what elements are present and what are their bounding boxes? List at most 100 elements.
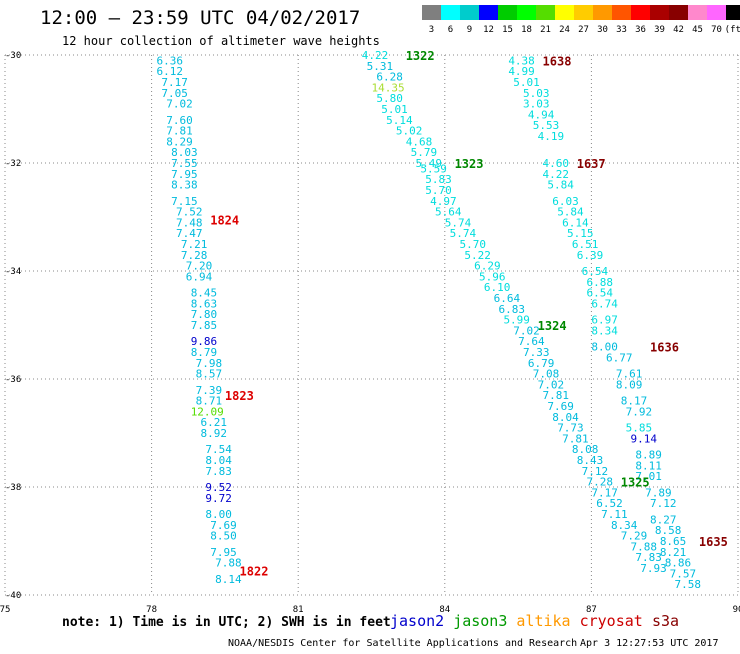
swh-value: 8.86	[665, 557, 692, 570]
swh-value: 7.83	[205, 465, 232, 478]
satellite-name: jason2	[390, 612, 444, 630]
legend-tick-label: 33	[616, 25, 627, 35]
swh-value: 6.29	[474, 260, 501, 273]
grid	[4, 54, 739, 596]
swh-value: 5.59	[420, 162, 447, 175]
track-label: 1638	[543, 54, 572, 68]
swh-value: 5.14	[386, 114, 413, 127]
swh-value: 7.29	[621, 530, 648, 543]
swh-value: 7.88	[630, 540, 657, 553]
swh-value: 7.01	[635, 470, 662, 483]
swh-value: 8.50	[210, 530, 237, 543]
legend-tick-label: (ft)	[725, 25, 740, 35]
legend-swatch	[441, 5, 460, 20]
swh-value: 4.68	[406, 135, 433, 148]
swh-value: 4.38	[508, 54, 535, 67]
swh-value: 8.17	[621, 395, 648, 408]
swh-value: 7.47	[176, 227, 203, 240]
legend-tick-label: 15	[502, 25, 513, 35]
swh-value: 5.84	[557, 206, 584, 219]
track-label: 1823	[225, 389, 254, 403]
swh-value: 7.20	[186, 260, 213, 273]
swh-value: 7.02	[538, 378, 565, 391]
swh-value: 5.74	[445, 216, 472, 229]
swh-value: 6.94	[186, 270, 213, 283]
legend-swatch	[650, 5, 669, 20]
swh-value: 8.27	[650, 513, 677, 526]
swh-value: 7.39	[196, 384, 223, 397]
swh-value: 6.83	[499, 303, 526, 316]
swh-value: 7.95	[210, 546, 237, 559]
swh-value: 7.54	[205, 443, 232, 456]
legend-tick-label: 36	[635, 25, 646, 35]
x-tick-label: 75	[0, 605, 10, 615]
swh-value: 8.43	[577, 454, 604, 467]
footer-credit: NOAA/NESDIS Center for Satellite Applica…	[228, 638, 577, 649]
swh-value: 7.60	[166, 114, 193, 127]
swh-value: 6.74	[591, 297, 618, 310]
swh-value: 7.88	[215, 557, 242, 570]
legend-tick-label: 24	[559, 25, 570, 35]
swh-value: 5.02	[396, 125, 423, 138]
swh-value: 5.79	[411, 146, 438, 159]
legend-tick-label: 12	[483, 25, 494, 35]
swh-value: 7.17	[161, 76, 188, 89]
swh-value: 5.83	[425, 173, 452, 186]
legend-tick-label: 9	[467, 25, 472, 35]
swh-value: 7.05	[161, 87, 188, 100]
track-label: 1323	[455, 157, 484, 171]
swh-value: 6.36	[156, 54, 183, 67]
track-label: 1635	[699, 535, 728, 549]
swh-value: 8.57	[196, 368, 223, 381]
swh-value: 12.09	[191, 405, 224, 418]
x-tick-label: 78	[146, 605, 157, 615]
legend-swatch	[612, 5, 631, 20]
legend-swatch	[536, 5, 555, 20]
swh-value: 4.99	[508, 65, 535, 78]
swh-value: 4.60	[543, 157, 570, 170]
swh-value: 8.65	[660, 535, 687, 548]
swh-value: 5.70	[459, 238, 486, 251]
swh-value: 7.85	[191, 319, 218, 332]
swh-value: 8.04	[205, 454, 232, 467]
swh-value: 6.52	[596, 497, 623, 510]
swh-value: 5.85	[626, 422, 653, 435]
swh-value: 7.33	[523, 346, 550, 359]
swh-value: 5.96	[479, 270, 506, 283]
swh-value: 5.64	[435, 206, 462, 219]
track-label: 1324	[538, 319, 567, 333]
swh-value: 7.57	[670, 567, 697, 580]
swh-value: 5.99	[503, 314, 530, 327]
swh-value: 7.83	[635, 551, 662, 564]
swh-value: 14.35	[372, 81, 405, 94]
swh-value: 8.92	[200, 427, 227, 440]
legend-tick-label: 3	[429, 25, 434, 35]
swh-value: 5.31	[367, 60, 394, 73]
swh-value: 7.64	[518, 335, 545, 348]
swh-value: 4.22	[362, 49, 389, 62]
x-tick-label: 90	[733, 605, 740, 615]
swh-value: 8.21	[660, 546, 687, 559]
swh-value: 5.74	[450, 227, 477, 240]
satellite-name: cryosat	[580, 612, 643, 630]
swh-value: 8.04	[552, 411, 579, 424]
track-label: 1824	[210, 214, 239, 228]
swh-value: 9.52	[205, 481, 232, 494]
satellite-name: altika	[516, 612, 570, 630]
legend-swatch	[726, 5, 740, 20]
swh-value: 4.94	[528, 108, 555, 121]
swh-value: 8.34	[611, 519, 638, 532]
swh-value: 5.03	[523, 87, 550, 100]
legend-swatch	[517, 5, 536, 20]
legend-tick-label: 27	[578, 25, 589, 35]
x-tick-label: 87	[586, 605, 597, 615]
track-label: 1322	[406, 49, 435, 63]
swh-value: 5.49	[415, 157, 442, 170]
footer-note: note: 1) Time is in UTC; 2) SWH is in fe…	[62, 615, 391, 630]
swh-value: 8.71	[196, 395, 223, 408]
track-labels: 1824 1823 1822 1322 1323 1324 1325 1638 1637 1636…	[210, 49, 728, 579]
swh-value: 6.77	[606, 351, 633, 364]
axis-ticks: 75 78 81 84 87 90 -30 -32 -34 -36 -38 -40	[0, 51, 740, 615]
swh-value: 8.00	[205, 508, 232, 521]
